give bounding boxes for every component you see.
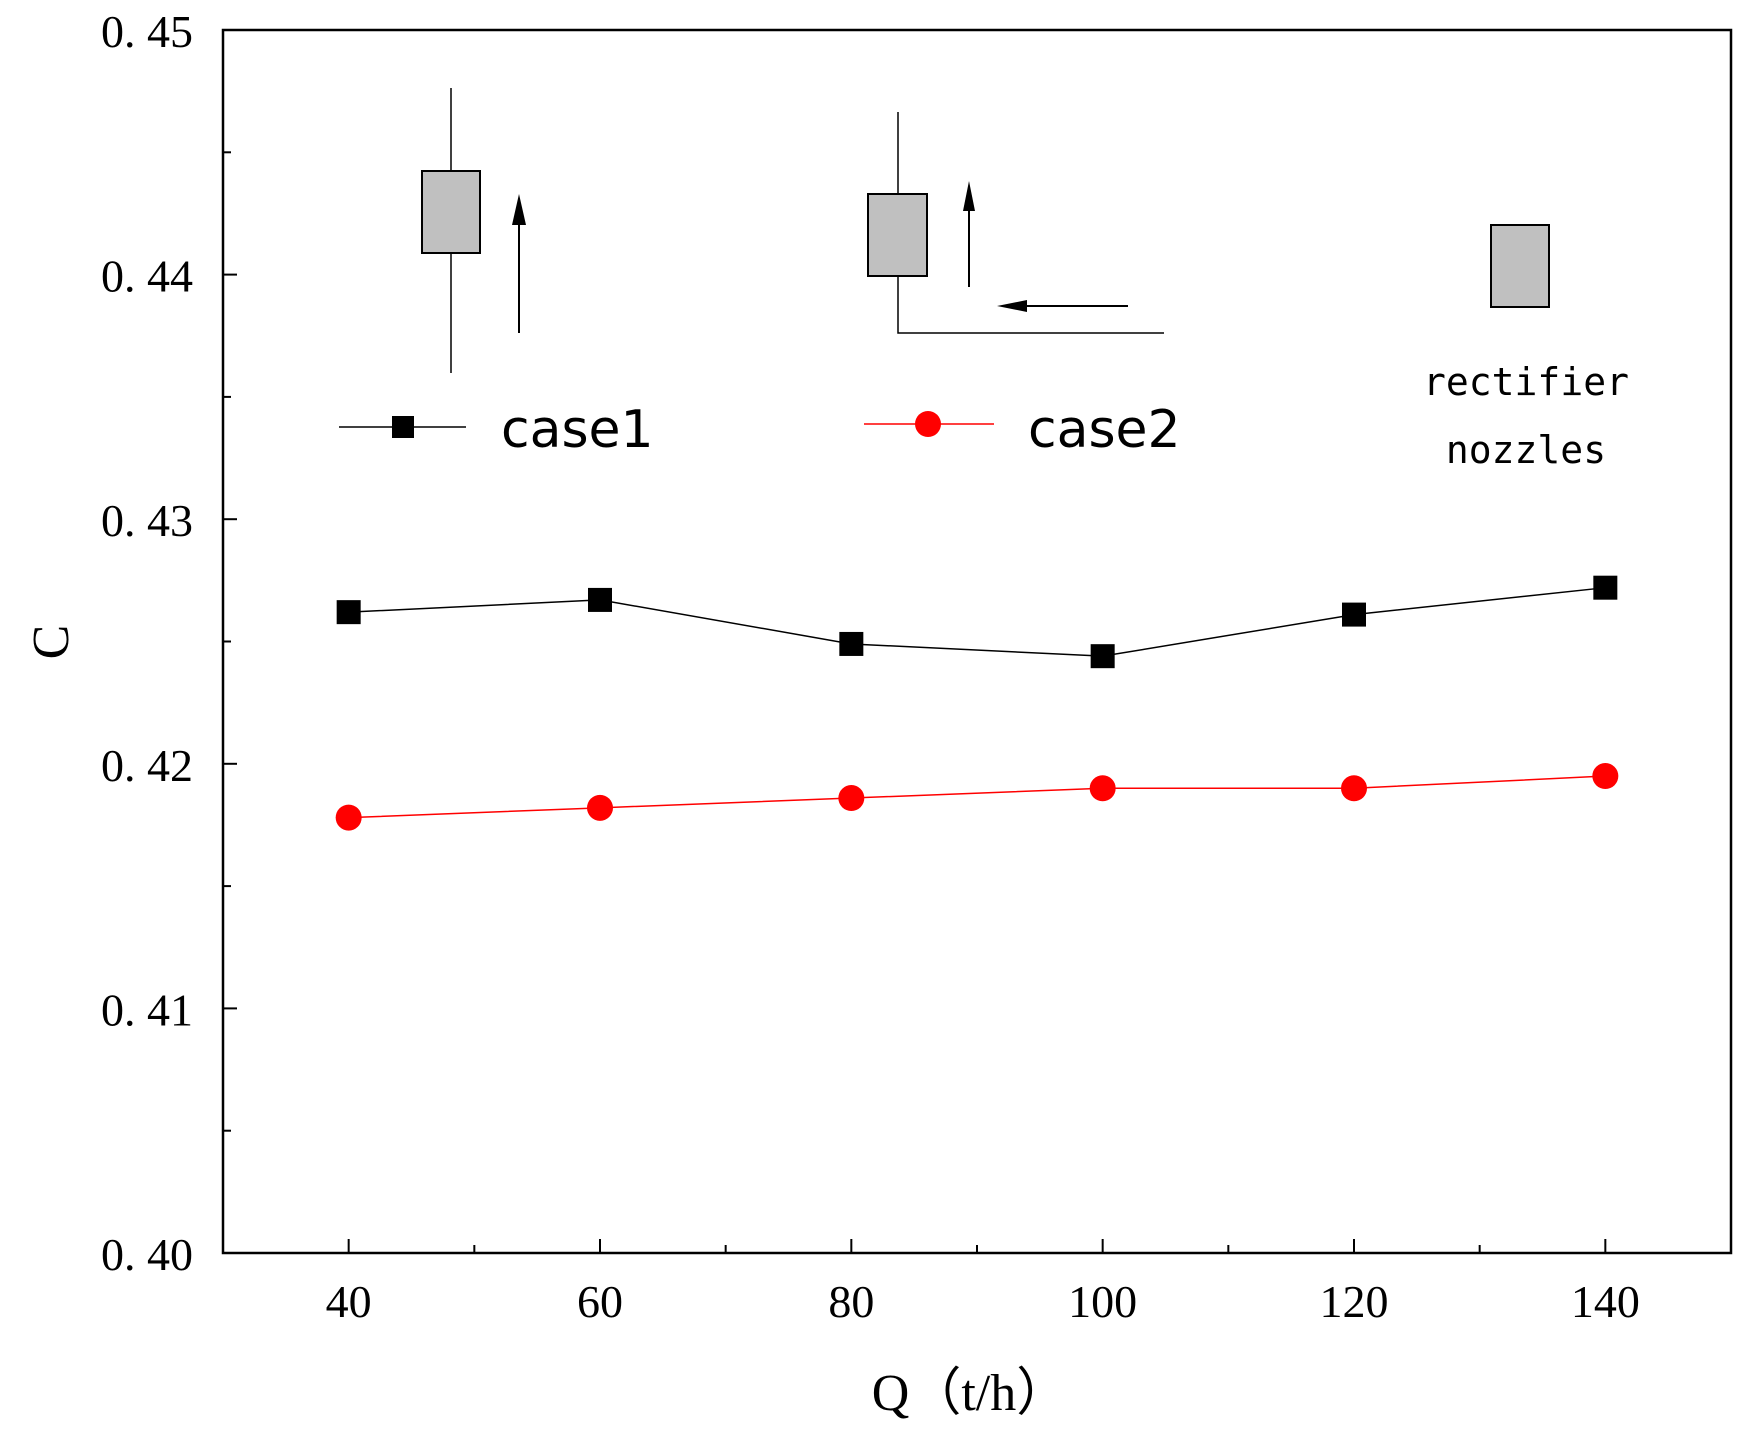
legend-label-case1: case1 <box>501 400 654 460</box>
x-axis-title: Q（t/h） <box>872 1365 1068 1422</box>
y-tick-label: 0. 44 <box>101 251 193 302</box>
legend-item-case2: case2 <box>864 400 1181 460</box>
y-tick-label: 0. 40 <box>101 1229 193 1280</box>
y-tick-label: 0. 42 <box>101 740 193 791</box>
y-tick-label: 0. 41 <box>101 984 193 1035</box>
legend-label-case2: case2 <box>1028 400 1181 460</box>
data-point-case1 <box>1090 644 1115 669</box>
data-point-case2 <box>587 794 613 821</box>
case1-schematic <box>421 88 526 373</box>
legend-item-case1: case1 <box>339 400 654 460</box>
case2-up-arrow-icon <box>963 181 975 211</box>
case2-schematic <box>867 112 1164 334</box>
y-tick-label: 0. 43 <box>101 495 193 546</box>
legend-marker-case1 <box>392 416 414 438</box>
data-point-case1 <box>1342 602 1366 627</box>
data-point-case2 <box>1592 763 1619 790</box>
series-line-case1 <box>348 586 1606 657</box>
case1-rectifier-box <box>421 170 481 254</box>
case1-flow-arrow-icon <box>512 194 526 225</box>
x-tick-label: 40 <box>326 1276 372 1327</box>
x-tick-label: 140 <box>1571 1276 1640 1327</box>
axis-ticks: 40 60 80 100 120 140 0. 40 0. 41 0. 42 0. 43 0. 44… <box>101 6 1640 1327</box>
series-layer <box>335 575 1619 831</box>
case2-rectifier-box <box>867 193 928 277</box>
y-axis-title: C <box>23 625 80 660</box>
legend: case1 case2 <box>339 400 1181 460</box>
data-point-case2 <box>335 804 362 831</box>
x-tick-label: 120 <box>1320 1276 1389 1327</box>
case2-left-arrow-icon <box>997 300 1027 312</box>
rectifier-label: rectifier <box>1423 360 1629 404</box>
rectifier-swatch <box>1490 224 1550 308</box>
x-tick-label: 100 <box>1068 1276 1137 1327</box>
case2-pipe-line <box>897 112 1164 334</box>
data-point-case1 <box>336 600 361 625</box>
nozzles-label: nozzles <box>1446 428 1606 472</box>
x-tick-label: 80 <box>828 1276 874 1327</box>
data-point-case2 <box>1089 775 1116 802</box>
rectifier-legend: rectifier nozzles <box>1423 224 1629 472</box>
data-point-case2 <box>1341 775 1367 802</box>
y-tick-label: 0. 45 <box>101 6 193 57</box>
x-tick-label: 60 <box>577 1276 623 1327</box>
data-point-case1 <box>1593 575 1618 600</box>
series-line-case2 <box>348 775 1606 819</box>
data-point-case2 <box>838 785 865 812</box>
legend-marker-case2 <box>915 411 941 437</box>
data-point-case1 <box>588 587 612 612</box>
data-point-case1 <box>839 631 864 656</box>
